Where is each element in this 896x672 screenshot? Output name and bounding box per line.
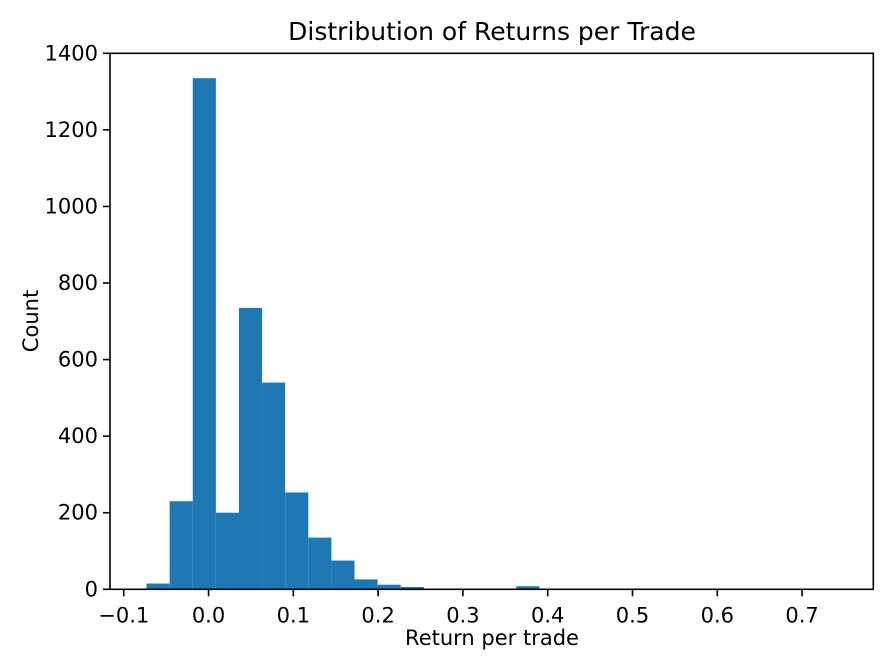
x-axis-label: Return per trade xyxy=(405,626,579,650)
histogram-bar xyxy=(146,583,170,590)
histogram-bar xyxy=(285,492,309,590)
x-tick-label: 0.3 xyxy=(446,603,479,627)
y-tick-label: 1000 xyxy=(45,194,98,218)
y-tick-label: 1400 xyxy=(45,41,98,65)
y-tick-label: 1200 xyxy=(45,118,98,142)
x-tick-label: 0.7 xyxy=(785,603,818,627)
y-tick-label: 0 xyxy=(85,577,98,601)
x-tick-label: 0.0 xyxy=(192,603,225,627)
y-tick-label: 800 xyxy=(58,271,98,295)
histogram-bar xyxy=(238,307,263,590)
x-tick-label: 0.6 xyxy=(701,603,734,627)
histogram-bar xyxy=(516,586,540,590)
x-tick-label: 0.5 xyxy=(616,603,649,627)
x-tick-label: 0.2 xyxy=(361,603,394,627)
histogram-bar xyxy=(308,537,332,590)
x-tick-label: −0.1 xyxy=(98,603,149,627)
y-tick-label: 600 xyxy=(58,348,98,372)
histogram-bar xyxy=(262,382,286,590)
histogram-bar xyxy=(169,501,193,590)
axes-spines xyxy=(109,52,875,591)
histogram-bar xyxy=(377,584,401,590)
histogram-bar xyxy=(400,587,424,590)
y-tick-label: 200 xyxy=(58,501,98,525)
chart-title: Distribution of Returns per Trade xyxy=(288,17,696,46)
histogram-bar xyxy=(331,560,355,590)
y-axis-label: Count xyxy=(19,289,43,353)
y-tick-label: 400 xyxy=(58,424,98,448)
histogram-bar xyxy=(215,512,239,590)
x-tick-label: 0.1 xyxy=(277,603,310,627)
x-tick-label: 0.4 xyxy=(531,603,564,627)
histogram-bar xyxy=(354,579,378,590)
histogram-bar xyxy=(192,78,216,590)
